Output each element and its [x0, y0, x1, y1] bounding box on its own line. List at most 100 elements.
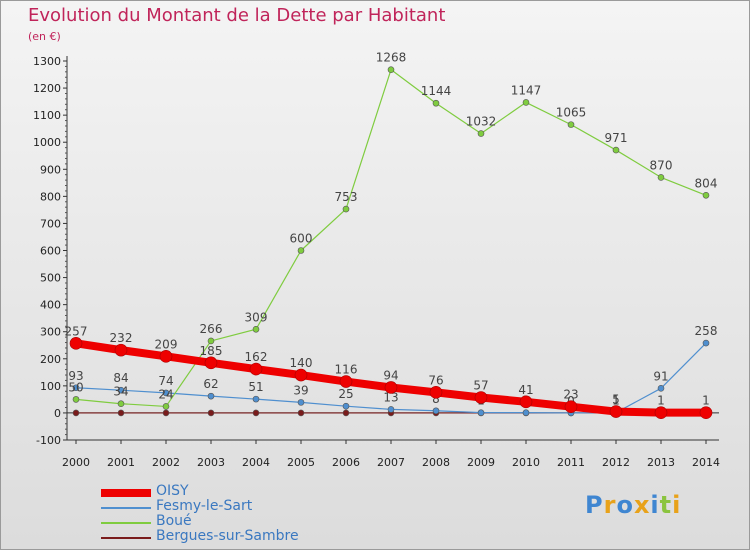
data-point [297, 399, 305, 406]
data-label: 309 [245, 310, 268, 324]
data-point [162, 409, 170, 417]
data-point [342, 402, 350, 410]
y-tick-label: 1200 [33, 82, 61, 95]
data-label: 209 [155, 337, 178, 351]
legend-swatch [101, 522, 151, 524]
data-label: 185 [200, 344, 223, 358]
data-label: 1 [702, 394, 710, 408]
data-label: 1032 [466, 115, 497, 129]
y-tick-label: 500 [40, 272, 61, 285]
data-point [72, 409, 80, 417]
data-point [432, 407, 440, 415]
data-point [249, 362, 263, 376]
logo-letter: P [585, 491, 604, 519]
data-point [477, 409, 485, 416]
data-point [522, 99, 530, 106]
data-label: 971 [605, 131, 628, 145]
data-label: 84 [113, 371, 128, 385]
data-label: 753 [335, 190, 358, 204]
data-label: 600 [290, 232, 313, 246]
legend-swatch [101, 507, 151, 509]
data-point [429, 386, 443, 399]
data-label: 257 [65, 324, 88, 338]
x-tick-label: 2008 [422, 456, 450, 469]
y-tick-label: 200 [40, 353, 61, 366]
data-label: 57 [473, 378, 488, 392]
logo-letter: o [616, 491, 634, 519]
logo-letter: t [659, 491, 673, 519]
data-point [69, 337, 83, 350]
data-label: 39 [293, 383, 308, 397]
data-label: 116 [335, 363, 358, 377]
data-label: 23 [563, 388, 578, 402]
data-point [162, 389, 170, 397]
y-tick-label: 700 [40, 217, 61, 230]
data-point [294, 368, 308, 382]
chart-title: Evolution du Montant de la Dette par Hab… [28, 5, 446, 26]
data-point [477, 130, 485, 137]
data-label: 1144 [421, 84, 452, 98]
data-label: 25 [338, 387, 353, 401]
data-point [567, 121, 575, 128]
data-label: 1 [657, 394, 665, 408]
data-point [117, 409, 125, 417]
data-label: 62 [203, 377, 218, 391]
data-label: 93 [68, 369, 83, 383]
data-point [339, 375, 353, 388]
data-label: 41 [518, 383, 533, 397]
data-point [72, 396, 80, 403]
data-label: 76 [428, 373, 443, 387]
data-label: 13 [383, 390, 398, 404]
y-tick-label: 800 [40, 190, 61, 203]
data-point [207, 392, 215, 400]
x-tick-label: 2013 [647, 456, 675, 469]
data-point [159, 350, 173, 363]
data-point [609, 405, 623, 418]
data-point [657, 384, 665, 392]
legend-label: Bergues-sur-Sambre [156, 528, 299, 544]
data-point [207, 409, 215, 417]
x-tick-label: 2005 [287, 456, 315, 469]
data-point [522, 409, 530, 416]
y-tick-label: 1100 [33, 109, 61, 122]
data-point [699, 406, 713, 419]
data-label: 258 [695, 324, 718, 338]
x-tick-label: 2003 [197, 456, 225, 469]
data-point [72, 384, 80, 392]
data-point [207, 337, 215, 345]
x-tick-label: 2014 [692, 456, 720, 469]
data-label: 232 [110, 331, 133, 345]
legend-label: Boué [156, 513, 192, 529]
data-point [252, 325, 260, 333]
y-tick-label: -100 [36, 434, 61, 447]
x-tick-label: 2006 [332, 456, 360, 469]
data-label: 24 [158, 387, 173, 401]
logo-letter: x [633, 491, 651, 519]
x-tick-label: 2012 [602, 456, 630, 469]
data-point [117, 400, 125, 408]
x-tick-label: 2010 [512, 456, 540, 469]
y-tick-label: 600 [40, 245, 61, 258]
data-point [114, 343, 128, 357]
y-tick-label: 1300 [33, 55, 61, 68]
data-label: 1065 [556, 106, 587, 120]
data-label: 94 [383, 368, 398, 382]
x-tick-label: 2001 [107, 456, 135, 469]
data-point [252, 409, 260, 417]
legend-label: Fesmy-le-Sart [156, 498, 253, 514]
x-tick-label: 2007 [377, 456, 405, 469]
data-point [702, 191, 710, 199]
data-point [204, 356, 218, 370]
x-tick-label: 2009 [467, 456, 495, 469]
data-point [474, 391, 488, 404]
chart-subtitle: (en €) [28, 30, 61, 43]
series-oisy: 257 232 209 185 162 140 116 94 76 57 41 23 5 1 1 [65, 324, 713, 419]
data-label: 870 [650, 158, 673, 172]
data-label: 91 [653, 369, 668, 383]
logo-letter: i [650, 491, 660, 519]
data-point [702, 339, 710, 347]
data-point [657, 174, 665, 181]
data-point [387, 406, 395, 413]
data-point [162, 403, 170, 410]
